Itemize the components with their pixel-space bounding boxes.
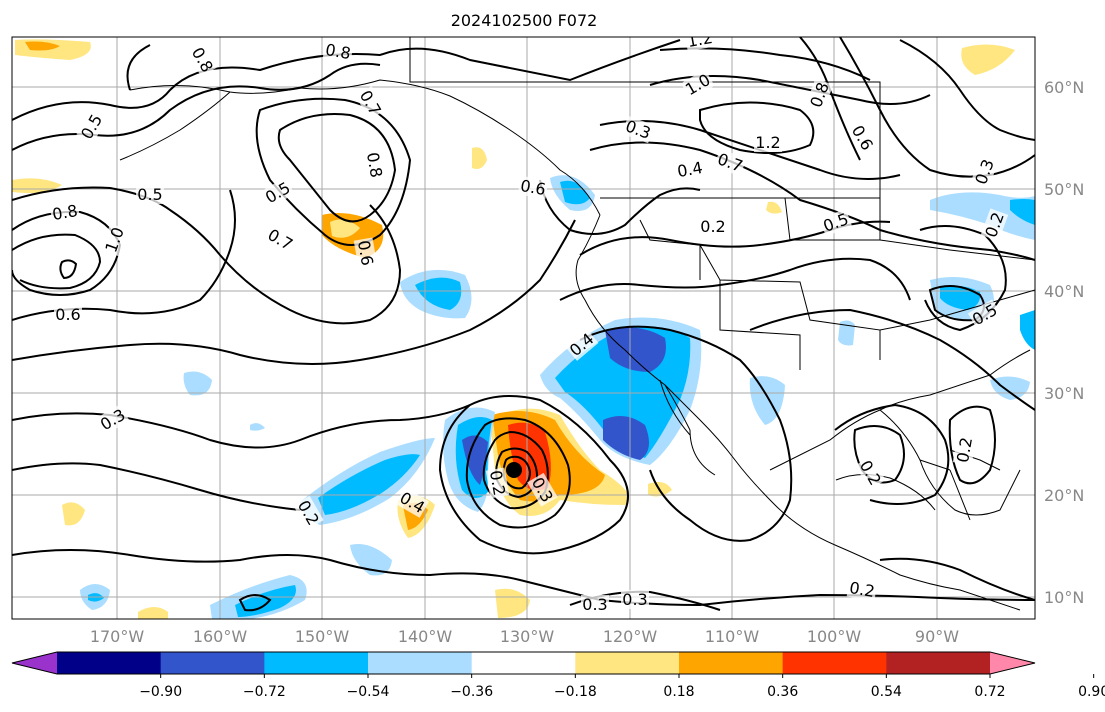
colorbar-extend-high: [990, 652, 1035, 674]
longitude-label: 120°W: [603, 627, 658, 646]
map-title: 2024102500 F072: [451, 11, 598, 30]
storm-center-marker: [506, 462, 522, 478]
contour-label: 0.4: [676, 158, 704, 181]
contour-label-bg: [95, 404, 130, 435]
colorbar-tick-label: −0.72: [243, 684, 286, 700]
longitude-label: 100°W: [807, 627, 862, 646]
colorbar-tick-label: 0.54: [871, 684, 902, 700]
contour-label-bg: [260, 177, 295, 208]
latitude-label: 50°N: [1044, 180, 1084, 199]
colorbar-tick-label: 0.36: [767, 684, 798, 700]
longitude-label: 170°W: [90, 627, 145, 646]
contour-label: 0.8: [324, 40, 352, 63]
longitude-label: 150°W: [295, 627, 350, 646]
contour-label: 0.2: [700, 217, 725, 236]
latitude-label: 30°N: [1044, 384, 1084, 403]
contour-label: 1.2: [686, 28, 714, 51]
latitude-label: 60°N: [1044, 78, 1084, 97]
contour-label-bg: [527, 472, 558, 507]
contour-label-bg: [362, 149, 387, 181]
contour-label-bg: [395, 487, 430, 518]
contour-label-bg: [699, 217, 727, 236]
contour-label-bg: [754, 133, 782, 152]
shaded-anomalies: [12, 39, 1035, 619]
contour-label-bg: [952, 434, 977, 466]
contour-label-bg: [517, 175, 549, 200]
colorbar-segment: [368, 652, 473, 674]
colorbar-segment: [57, 652, 162, 674]
contour-label-bg: [621, 115, 655, 144]
contour-label: 0.6: [519, 176, 547, 199]
map-panel: 0.8 0.80.50.70.80.50.60.50.81.0 0.70.61.21…: [11, 28, 1036, 620]
colorbar-tick-label: −0.18: [554, 684, 597, 700]
contour-label-bg: [187, 42, 218, 77]
contour-label-bg: [100, 223, 129, 257]
colorbar-segment: [679, 652, 784, 674]
longitude-label: 140°W: [398, 627, 453, 646]
colorbar-tick-label: −0.54: [347, 684, 390, 700]
longitude-labels: 170°W 160°W 150°W 140°W 130°W 120°W 110°W 100°W…: [90, 627, 959, 646]
contour-label-bg: [684, 37, 716, 52]
map-frame: [11, 36, 1036, 620]
contour-label: 0.2: [848, 578, 876, 601]
contour-label-bg: [805, 78, 834, 112]
longitude-label: 160°W: [193, 627, 248, 646]
contour-label: 0.5: [137, 185, 162, 204]
longitude-label: 110°W: [705, 627, 760, 646]
contour-label-bg: [674, 157, 706, 182]
contour-label-bg: [680, 69, 715, 100]
colorbar-segment: [160, 652, 265, 674]
colorbar-tick-label: 0.18: [663, 684, 694, 700]
colorbar: −0.90 −0.72 −0.54 −0.36 −0.18 0.18 0.36 0.54 0.7…: [11, 651, 1105, 700]
colorbar-segment: [782, 652, 887, 674]
colorbar-tick-label: 0.72: [974, 684, 1005, 700]
contour-label: 1.2: [755, 133, 780, 152]
colorbar-tick-label: −0.90: [139, 684, 182, 700]
contour-label-bg: [847, 120, 878, 155]
colorbar-segment: [575, 652, 680, 674]
contour-label: 0.6: [55, 305, 80, 324]
colorbar-outline: [11, 651, 1036, 675]
colorbar-segment: [264, 652, 369, 674]
contour-label: 0.3: [582, 595, 607, 614]
contour-label-bg: [353, 237, 378, 269]
longitude-label: 90°W: [915, 627, 959, 646]
contour-label-bg: [621, 590, 649, 609]
contour-label-bg: [855, 455, 886, 490]
contour-label-bg: [485, 467, 510, 499]
contour-label-bg: [136, 185, 164, 204]
contour-label-bg: [980, 208, 1009, 242]
coastlines: [119, 37, 1035, 611]
contour-label: 0.2: [953, 436, 976, 464]
contour-label-bg: [49, 200, 81, 225]
contour-label-bg: [581, 595, 609, 614]
contour-label: 0.6: [354, 239, 377, 267]
contour-label-bg: [970, 155, 999, 189]
contour-label-bg: [54, 305, 82, 324]
contour-label: 0.8: [51, 201, 79, 224]
colorbar-tick-label: −0.36: [450, 684, 493, 700]
colorbar-extend-low: [12, 652, 57, 674]
contour-label-bg: [263, 224, 298, 255]
contour-label-bg: [846, 577, 878, 602]
latitude-label: 20°N: [1044, 486, 1084, 505]
contour-label-bg: [967, 299, 1002, 330]
longitude-label: 130°W: [500, 627, 555, 646]
contour-label-bg: [76, 109, 107, 144]
colorbar-segment: [471, 652, 576, 674]
latitude-label: 10°N: [1044, 588, 1084, 607]
contour-label: 0.8: [363, 151, 386, 179]
colorbar-tick-label: 0.90: [1078, 684, 1105, 700]
contour-label-bg: [293, 495, 324, 530]
colorbar-segment: [886, 652, 991, 674]
contour-label: 0.3: [622, 590, 647, 609]
contour-label-bg: [355, 85, 386, 120]
contour-label-bg: [322, 39, 354, 64]
contour-label-bg: [564, 328, 599, 361]
latitude-label: 40°N: [1044, 282, 1084, 301]
contour-label: 0.2: [486, 469, 509, 497]
contour-label-bg: [819, 208, 853, 237]
contour-label-bg: [713, 148, 747, 177]
latitude-labels: 60°N 50°N 40°N 30°N 20°N 10°N: [1044, 78, 1084, 607]
